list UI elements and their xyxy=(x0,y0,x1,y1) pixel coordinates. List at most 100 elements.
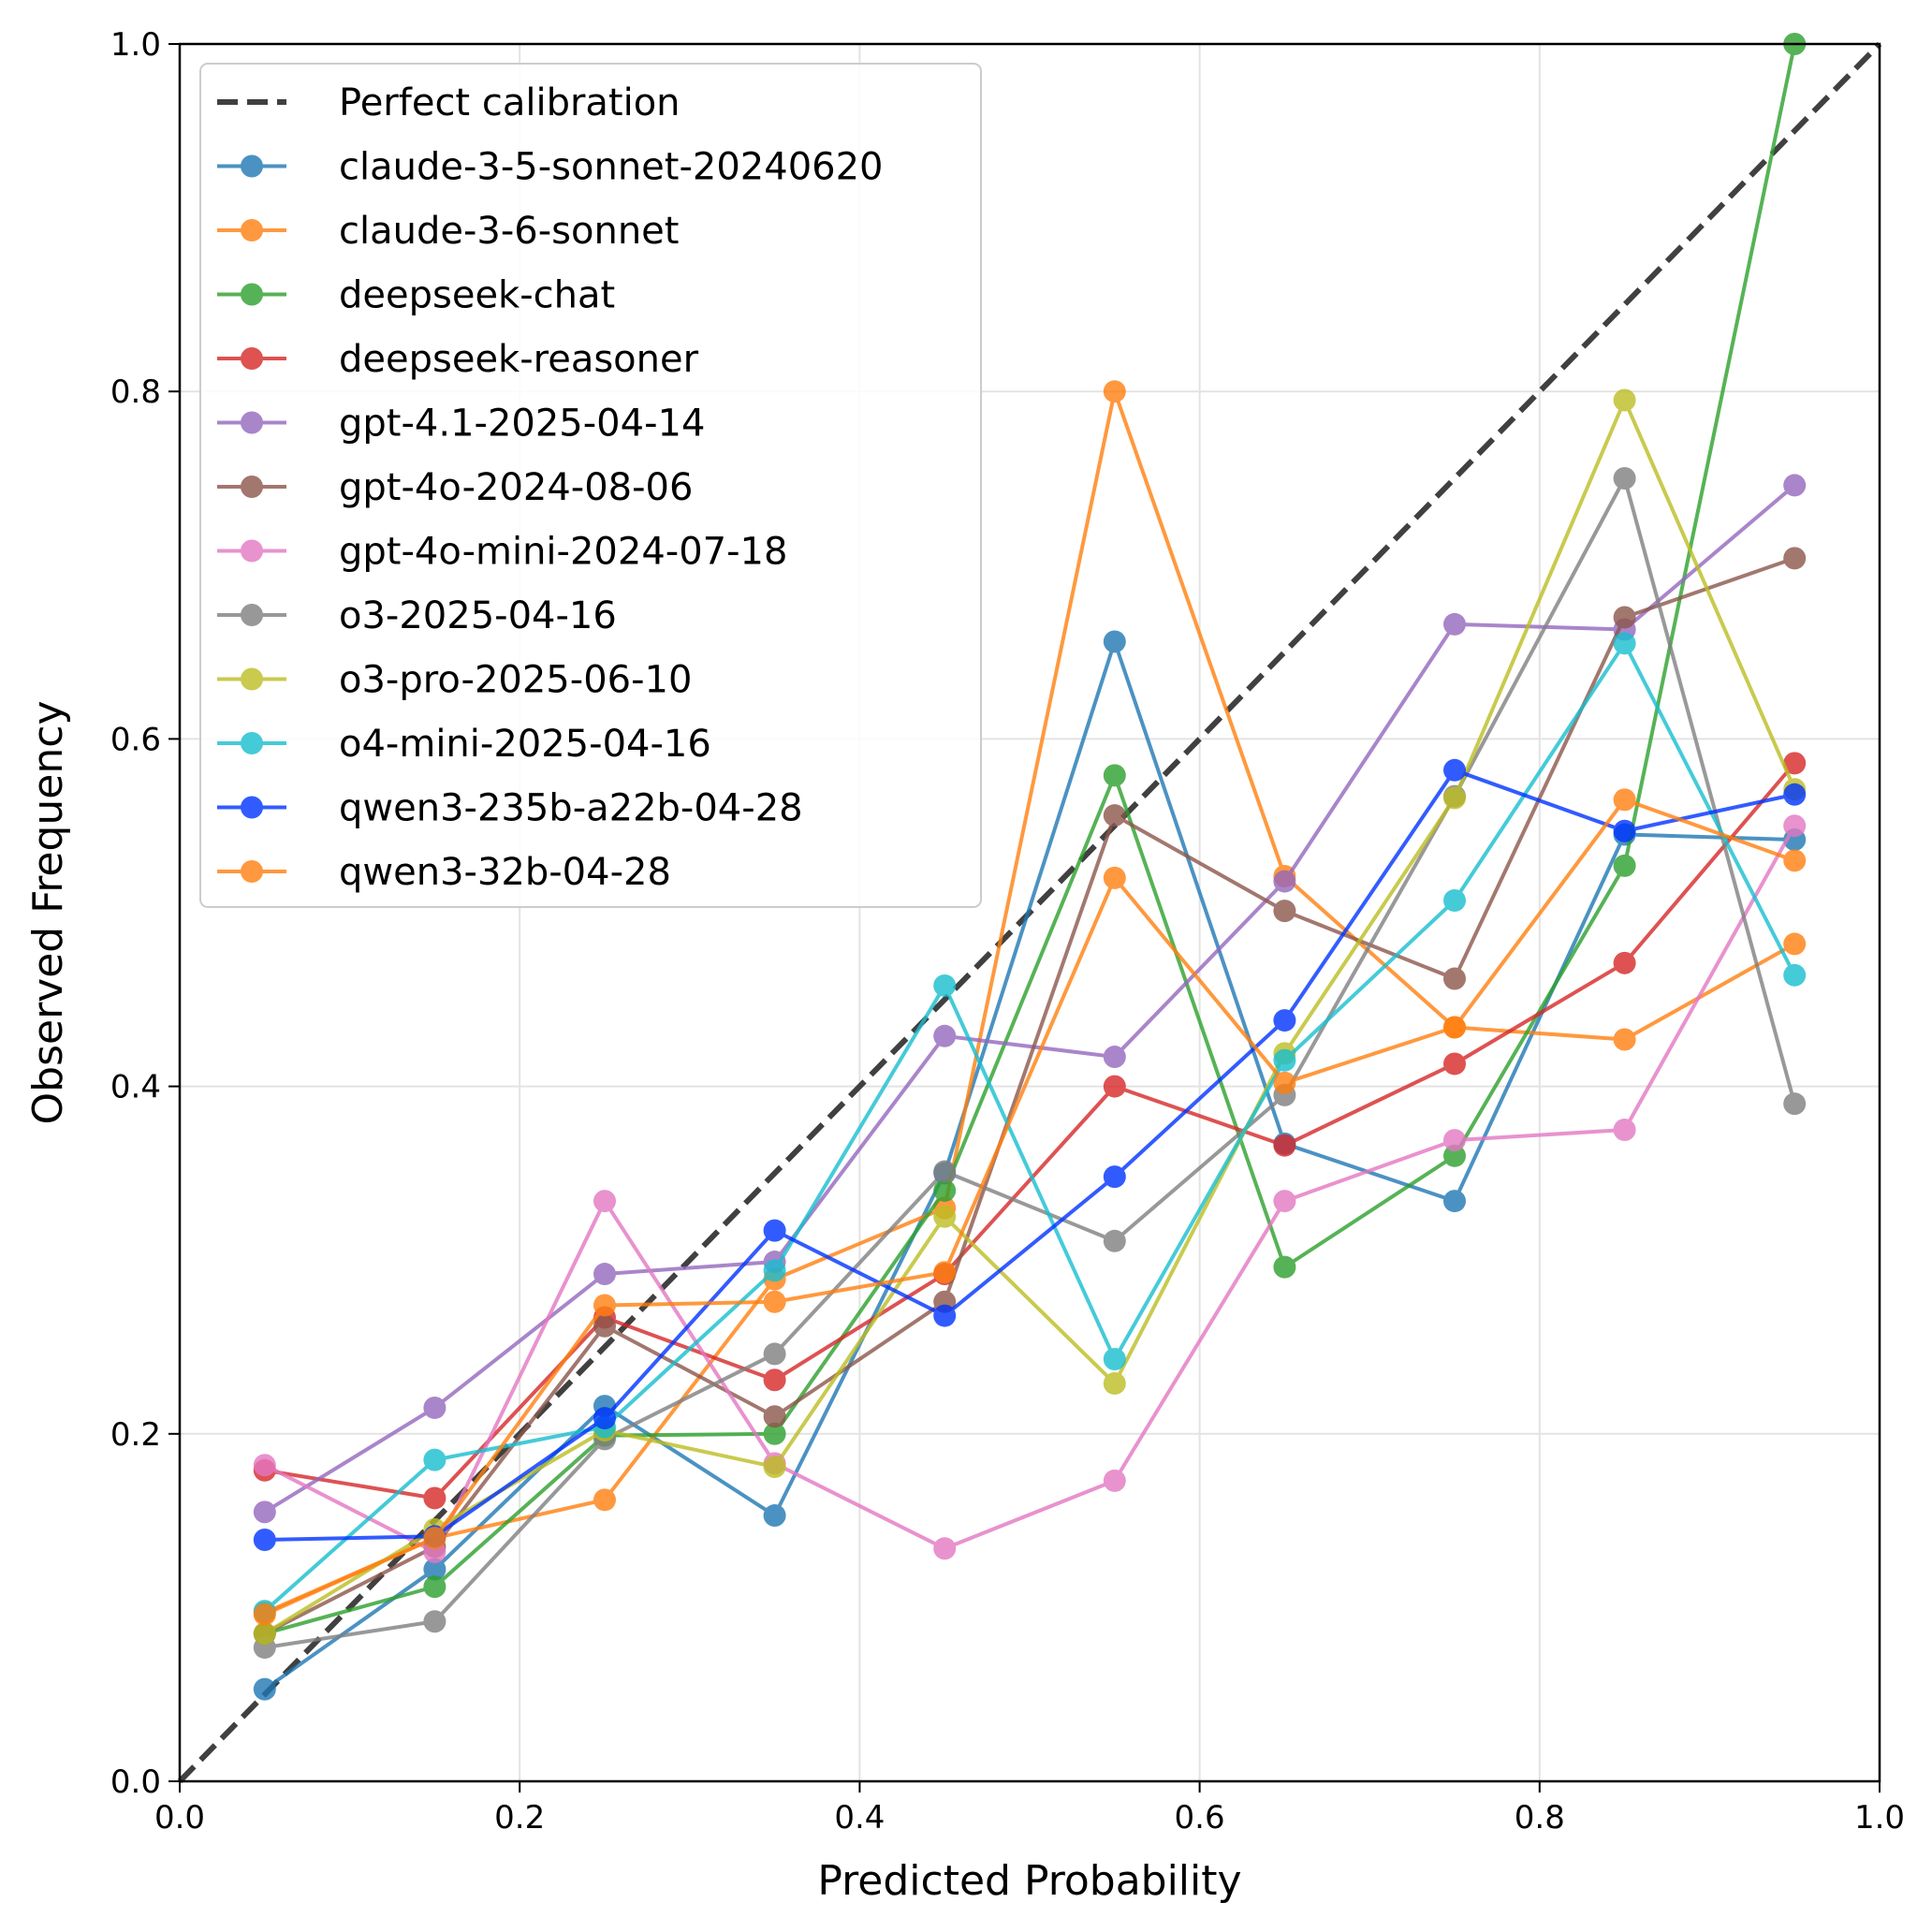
data-point xyxy=(253,1603,276,1626)
legend-label: qwen3-235b-a22b-04-28 xyxy=(339,787,803,830)
data-point xyxy=(423,1448,446,1471)
data-point xyxy=(1273,1009,1296,1032)
legend-label: gpt-4o-2024-08-06 xyxy=(339,466,693,509)
legend-box xyxy=(199,63,982,908)
legend-swatch-marker xyxy=(241,539,263,563)
series-line xyxy=(264,476,1797,1650)
data-point xyxy=(1103,1046,1126,1069)
y-tick-label: 0.0 xyxy=(110,1764,161,1801)
x-tick-label: 0.4 xyxy=(834,1799,885,1837)
x-axis-label: Predicted Probability xyxy=(817,1857,1241,1905)
data-point xyxy=(253,1529,276,1552)
data-point xyxy=(253,1454,276,1477)
data-point xyxy=(1273,1134,1296,1157)
data-point xyxy=(933,1024,957,1047)
data-point xyxy=(1613,854,1636,877)
legend-swatch xyxy=(217,604,286,626)
data-point xyxy=(1103,1075,1126,1098)
data-point xyxy=(593,1190,616,1213)
data-point xyxy=(1103,1165,1126,1189)
data-point xyxy=(1443,758,1466,782)
legend-swatch xyxy=(217,283,286,306)
data-point xyxy=(1613,819,1636,842)
legend-label: claude-3-5-sonnet-20240620 xyxy=(339,146,884,189)
legend-swatch xyxy=(217,154,286,178)
data-point xyxy=(1103,1469,1126,1492)
data-point xyxy=(1103,1371,1126,1395)
y-tick-label: 1.0 xyxy=(110,26,161,64)
legend-swatch-marker xyxy=(241,347,263,370)
data-point xyxy=(423,1610,446,1633)
legend-label: qwen3-32b-04-28 xyxy=(339,851,671,894)
data-point xyxy=(1443,889,1466,913)
legend-swatch-marker xyxy=(241,411,263,434)
legend-swatch xyxy=(217,667,286,691)
data-point xyxy=(253,1500,276,1524)
legend-swatch-marker xyxy=(241,219,263,242)
data-point xyxy=(933,1261,957,1284)
data-point xyxy=(593,1263,616,1286)
legend-swatch-marker xyxy=(241,283,263,306)
series-gpt-4.1-2025-04-14 xyxy=(253,474,1807,1524)
x-tick-label: 0.8 xyxy=(1515,1799,1565,1837)
data-point xyxy=(1613,788,1636,812)
y-axis-label: Observed Frequency xyxy=(24,701,72,1125)
data-point xyxy=(1273,1071,1296,1094)
data-point xyxy=(933,1178,957,1202)
data-point xyxy=(1103,1229,1126,1252)
data-point xyxy=(1783,849,1807,872)
data-point xyxy=(763,1504,786,1528)
data-point xyxy=(763,1422,786,1445)
data-point xyxy=(763,1219,786,1242)
data-point xyxy=(1613,606,1636,629)
data-point xyxy=(593,1407,616,1430)
data-point xyxy=(933,1160,957,1183)
data-point xyxy=(423,1527,446,1550)
legend-swatch-marker xyxy=(241,667,263,691)
data-point xyxy=(933,1537,957,1560)
legend-label: o3-pro-2025-06-10 xyxy=(339,659,692,702)
data-point xyxy=(1443,1129,1466,1152)
legend-swatch-marker xyxy=(241,860,263,883)
data-point xyxy=(423,1558,446,1581)
legend-swatch xyxy=(217,411,286,434)
data-point xyxy=(423,1486,446,1510)
series-qwen3-235b-a22b-04-28 xyxy=(253,758,1807,1552)
series-line xyxy=(264,43,1797,1636)
data-point xyxy=(423,1396,446,1419)
plot-frame xyxy=(178,42,1881,1783)
y-tick-label: 0.8 xyxy=(110,373,161,411)
data-point xyxy=(1103,380,1126,403)
legend-swatch xyxy=(217,476,286,498)
series-gpt-4o-mini-2024-07-18 xyxy=(253,814,1807,1564)
data-point xyxy=(1613,467,1636,490)
series-line xyxy=(263,556,1795,1636)
data-point xyxy=(763,1368,786,1392)
y-tick-label: 0.2 xyxy=(110,1416,161,1454)
data-point xyxy=(763,1456,786,1479)
legend-label: gpt-4o-mini-2024-07-18 xyxy=(339,531,787,574)
x-tick-label: 1.0 xyxy=(1854,1799,1905,1837)
series-line xyxy=(264,762,1796,1500)
data-point xyxy=(763,1342,786,1366)
series-line xyxy=(263,389,1796,1615)
y-tick-label: 0.4 xyxy=(110,1069,161,1106)
series-qwen3-32b-04-28 xyxy=(253,788,1807,1626)
data-point xyxy=(1613,951,1636,974)
legend-label: o3-2025-04-16 xyxy=(339,594,617,637)
legend-swatch-marker xyxy=(241,604,263,626)
legend-label: deepseek-reasoner xyxy=(339,338,699,381)
data-point xyxy=(1783,752,1807,775)
legend-label: claude-3-6-sonnet xyxy=(339,210,679,253)
series-line xyxy=(263,825,1796,1555)
data-point xyxy=(1273,1190,1296,1213)
data-point xyxy=(1273,900,1296,923)
data-point xyxy=(1783,1092,1807,1116)
data-point xyxy=(1443,1016,1466,1039)
legend-swatch-marker xyxy=(241,154,263,178)
y-tick-label: 0.6 xyxy=(110,721,161,758)
data-point xyxy=(423,1575,446,1599)
data-point xyxy=(1443,1144,1466,1167)
data-point xyxy=(593,1488,616,1512)
legend: Perfect calibration claude-3-5-sonnet-202… xyxy=(199,63,982,908)
